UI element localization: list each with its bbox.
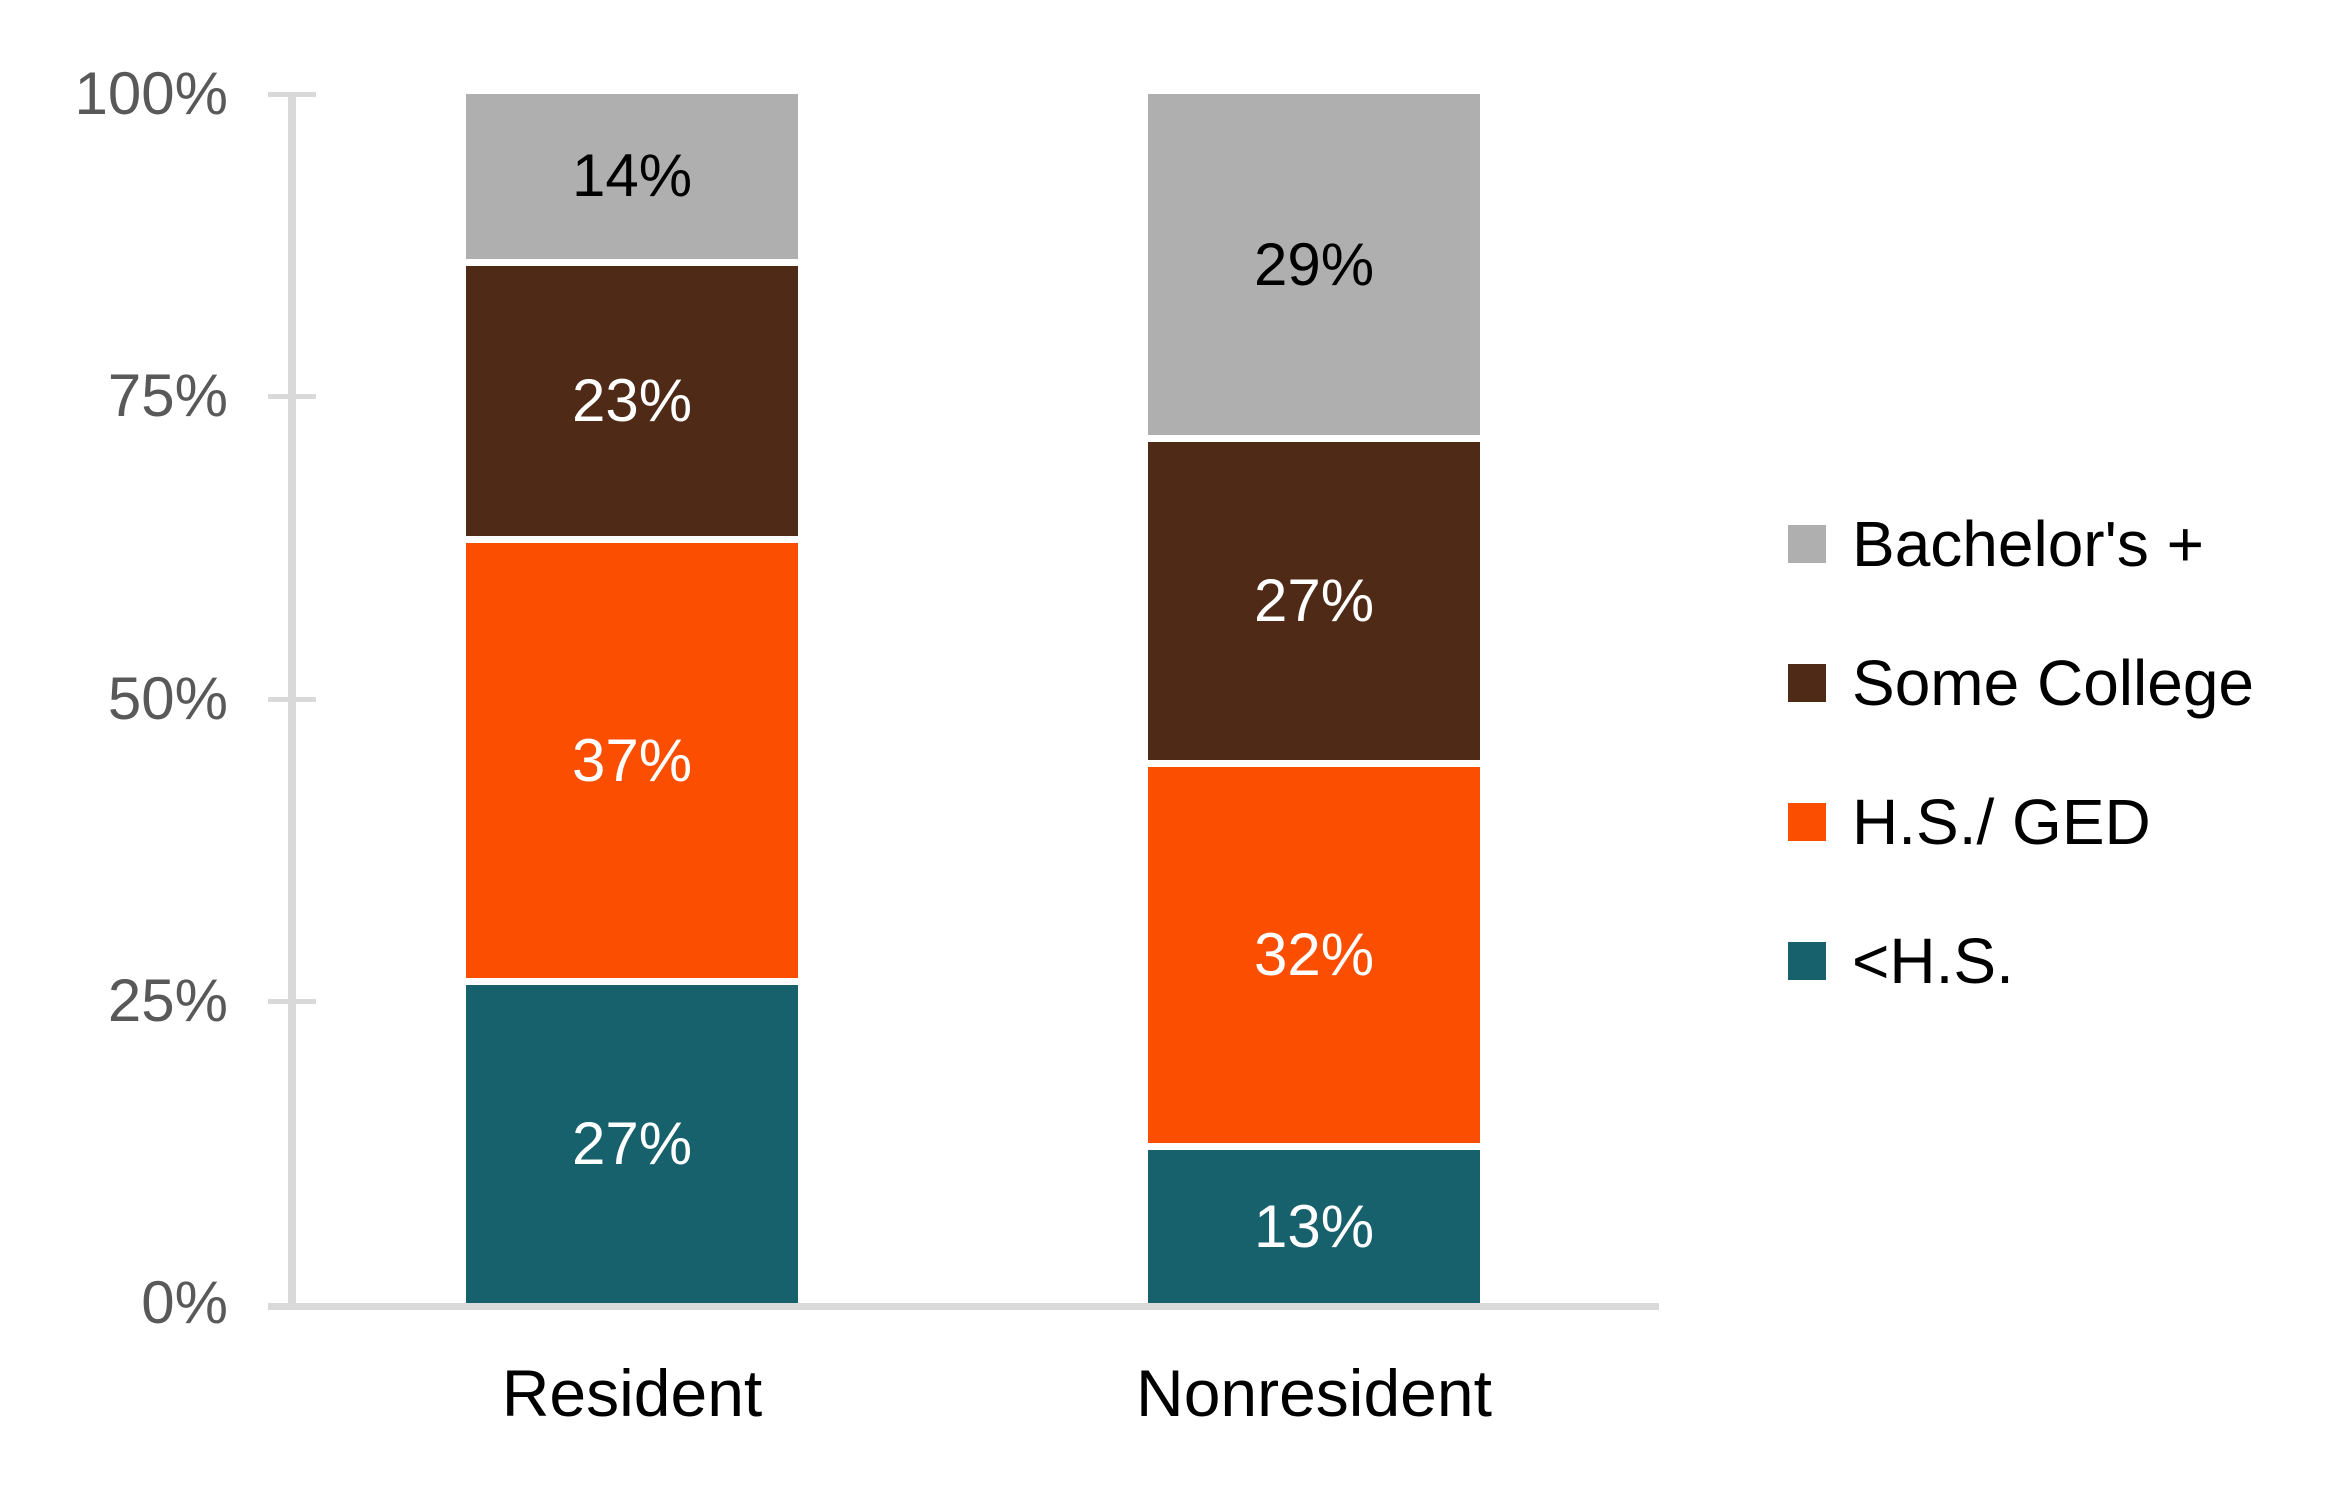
legend-label: Some College bbox=[1852, 647, 2254, 719]
segment-data-label: 23% bbox=[571, 366, 693, 434]
legend-label: <H.S. bbox=[1852, 925, 2014, 997]
y-axis-tick-label: 50% bbox=[107, 664, 228, 732]
y-axis-tick-label: 75% bbox=[107, 362, 228, 430]
legend-label: H.S./ GED bbox=[1852, 786, 2151, 858]
segment-nonresident-h-s-ged: 32% bbox=[1148, 766, 1480, 1151]
legend-swatch bbox=[1788, 525, 1826, 563]
segment-nonresident-bachelor-s-: 29% bbox=[1148, 94, 1480, 443]
segment-nonresident--h-s-: 13% bbox=[1148, 1150, 1480, 1303]
category-label-resident: Resident bbox=[501, 1356, 763, 1430]
bar-resident: 14% 23% 37% 27% bbox=[466, 94, 798, 1303]
segment-data-label: 29% bbox=[1253, 230, 1375, 298]
x-axis-line bbox=[268, 1303, 1659, 1310]
y-axis-tick bbox=[268, 696, 316, 702]
segment-data-label: 14% bbox=[571, 142, 693, 210]
segment-resident--h-s-: 27% bbox=[466, 985, 798, 1303]
segment-nonresident-some-college: 27% bbox=[1148, 442, 1480, 767]
y-axis-tick-label: 25% bbox=[107, 966, 228, 1034]
segment-data-label: 27% bbox=[571, 1110, 693, 1178]
y-axis-tick bbox=[268, 92, 316, 97]
legend-item-some-college: Some College bbox=[1788, 649, 2254, 717]
segment-resident-bachelor-s-: 14% bbox=[466, 94, 798, 266]
legend-item-bachelor-s-: Bachelor's + bbox=[1788, 510, 2204, 578]
y-axis-tick-label: 0% bbox=[141, 1269, 228, 1336]
legend-swatch bbox=[1788, 664, 1826, 702]
legend-swatch bbox=[1788, 942, 1826, 980]
segment-data-label: 32% bbox=[1253, 920, 1375, 988]
y-axis-tick-label: 100% bbox=[74, 60, 228, 127]
segment-resident-h-s-ged: 37% bbox=[466, 543, 798, 986]
category-label-nonresident: Nonresident bbox=[1136, 1356, 1492, 1430]
segment-data-label: 37% bbox=[571, 726, 693, 794]
bar-nonresident: 29% 27% 32% 13% bbox=[1148, 94, 1480, 1303]
segment-data-label: 13% bbox=[1253, 1192, 1375, 1260]
legend-swatch bbox=[1788, 803, 1826, 841]
segment-data-label: 27% bbox=[1253, 566, 1375, 634]
legend-item-h-s-ged: H.S./ GED bbox=[1788, 788, 2151, 856]
y-axis-tick bbox=[268, 394, 316, 400]
y-axis-tick bbox=[268, 998, 316, 1004]
segment-resident-some-college: 23% bbox=[466, 265, 798, 544]
legend-label: Bachelor's + bbox=[1852, 508, 2204, 580]
legend-item--h-s-: <H.S. bbox=[1788, 927, 2014, 995]
y-axis-line bbox=[288, 94, 296, 1310]
